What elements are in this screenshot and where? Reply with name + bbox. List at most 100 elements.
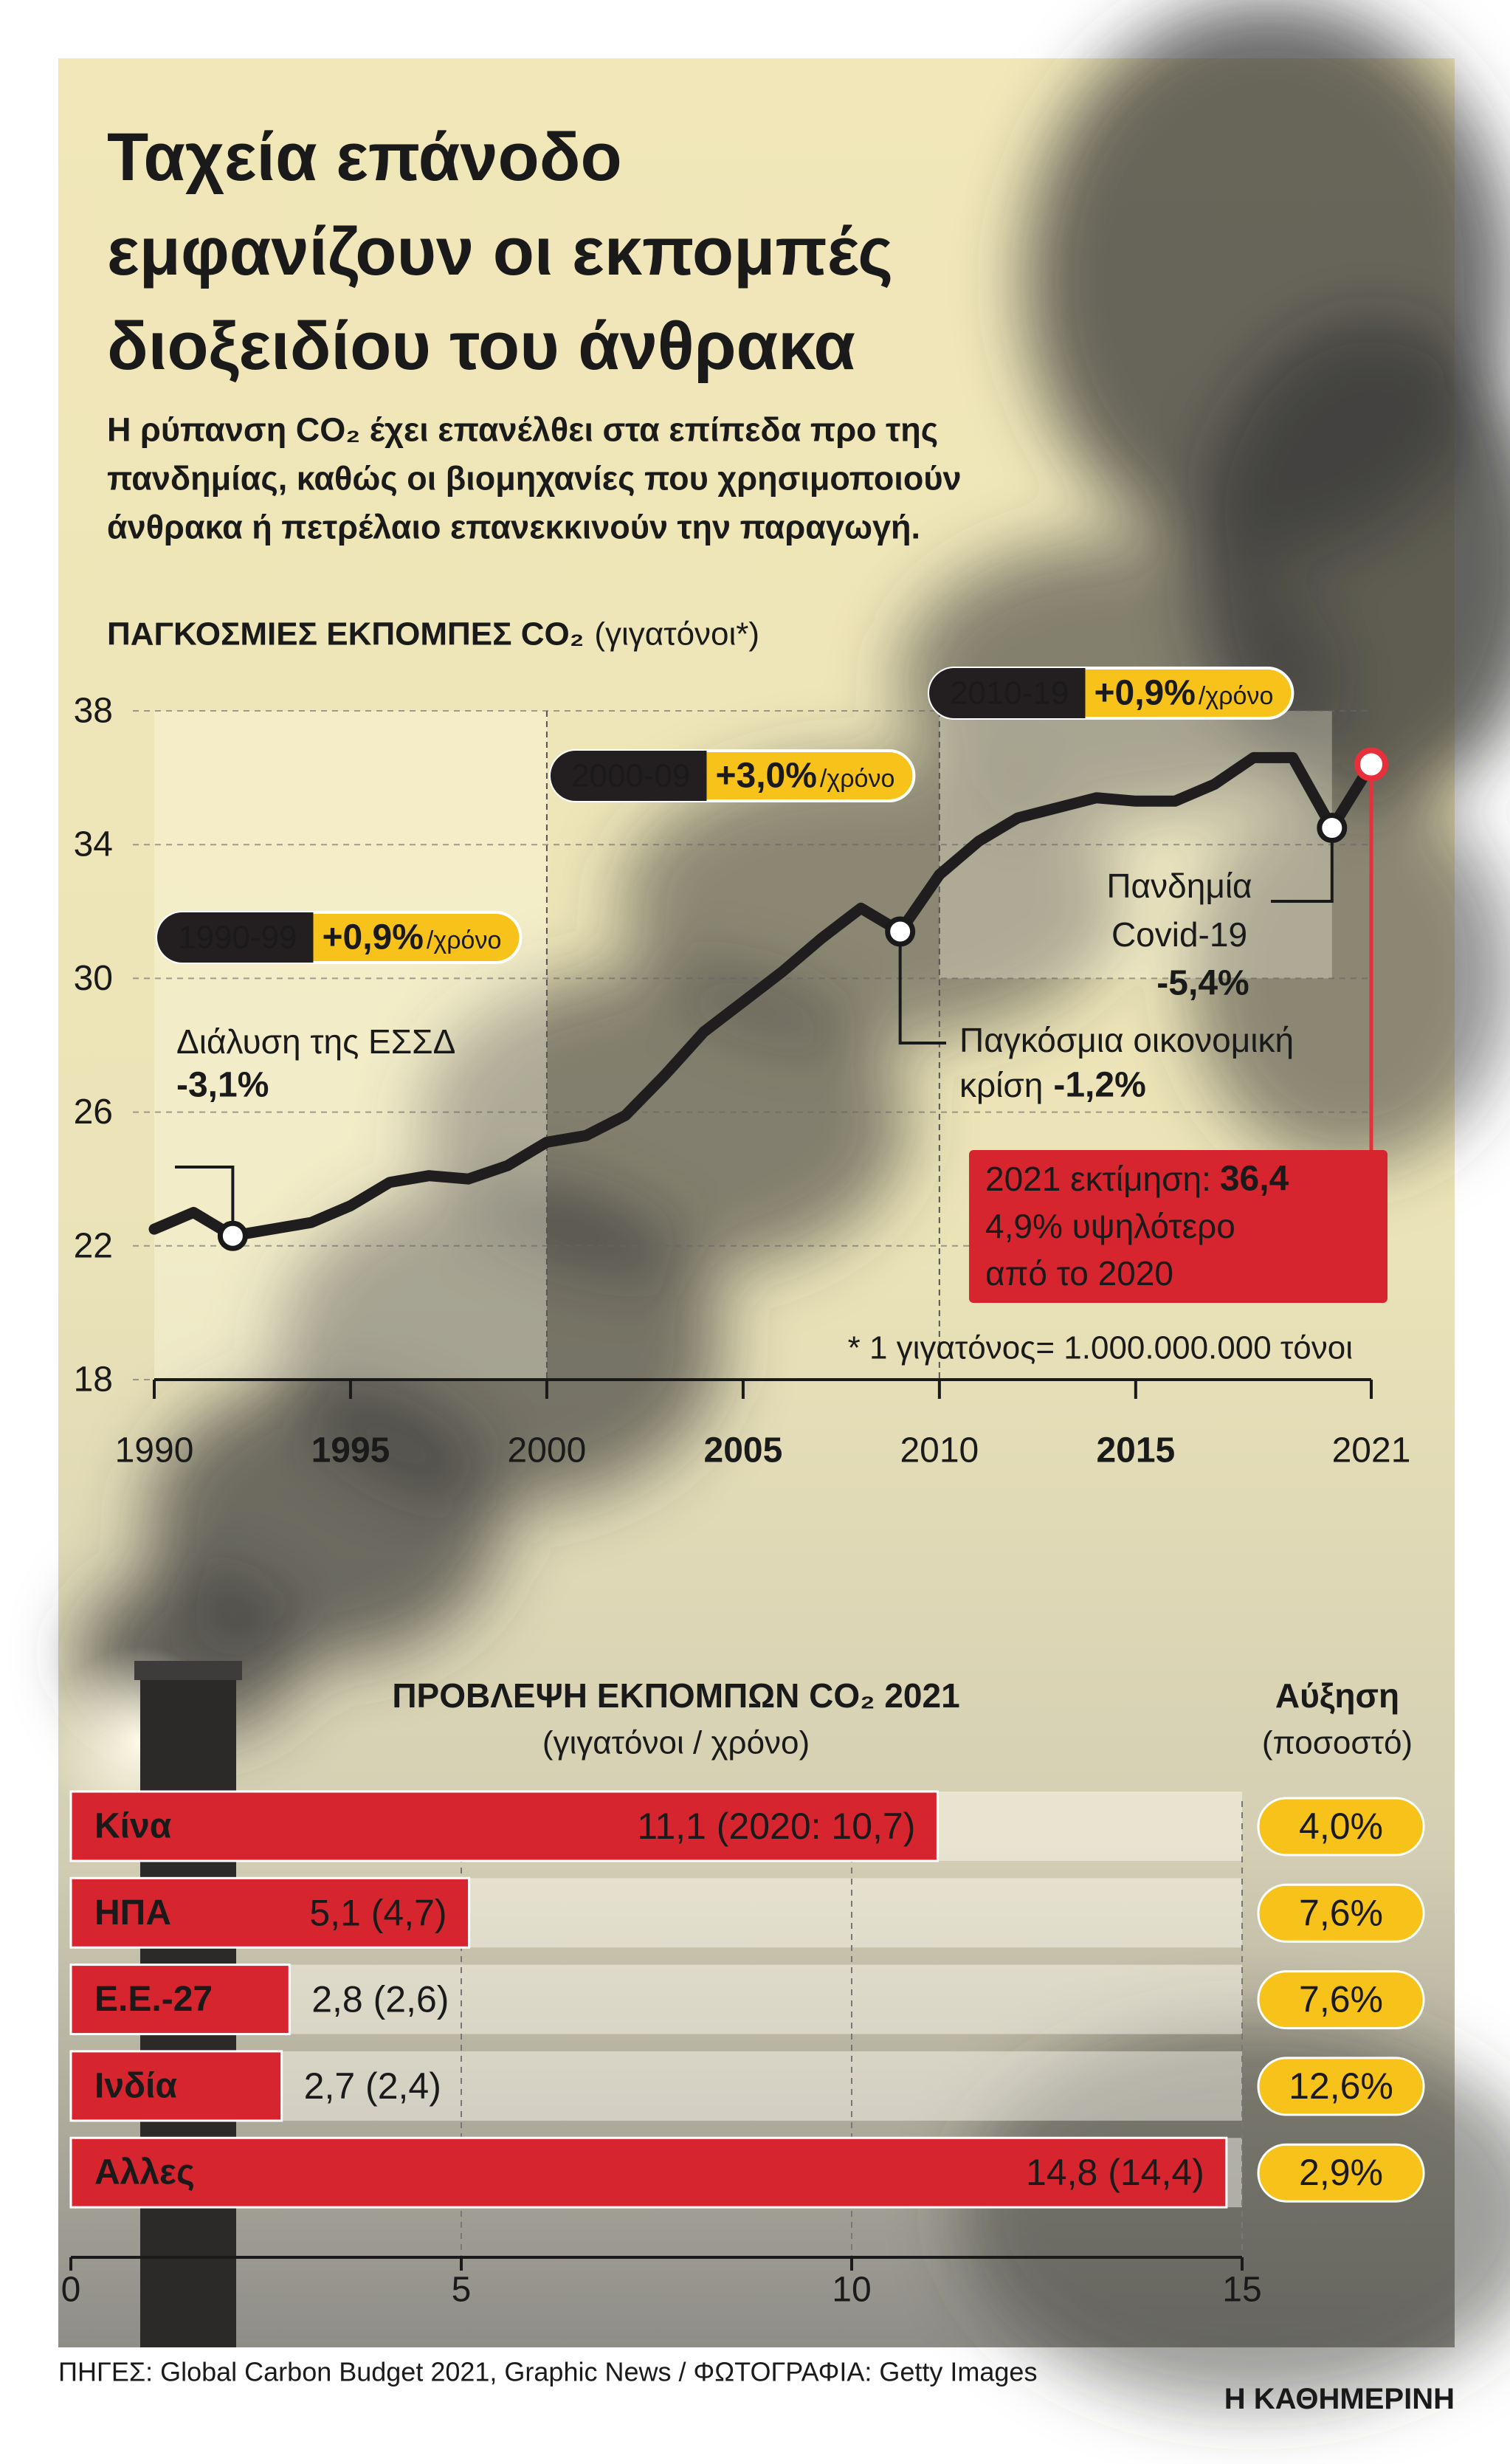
estimate-text: 2021 εκτίμηση:	[985, 1160, 1211, 1198]
growth-pill	[1257, 2143, 1425, 2203]
growth-pill	[1257, 1883, 1425, 1943]
decade-shade	[154, 711, 547, 1380]
value-label: 5,1 (4,7)	[309, 1892, 447, 1933]
title: εμφανίζουν οι εκπομπές	[107, 214, 893, 289]
period-rate: +0,9%	[1094, 674, 1195, 713]
period-rate: +3,0%	[715, 757, 816, 796]
annotation-change: -1,2%	[1053, 1066, 1145, 1105]
smoke-cloud	[1188, 782, 1510, 1166]
chimney-rim	[134, 1661, 242, 1680]
y-tick-label: 18	[74, 1360, 113, 1400]
connector	[1271, 839, 1334, 903]
x-tick-label: 2021	[1332, 1431, 1411, 1470]
connector	[175, 1166, 235, 1225]
x-tick-label: 2015	[1096, 1431, 1175, 1470]
annotation-change: -3,1%	[176, 1066, 269, 1105]
event-marker	[1317, 813, 1348, 844]
bar	[69, 1790, 939, 1862]
y-tick-label: 22	[74, 1226, 113, 1265]
x-tick-label: 15	[1222, 2271, 1261, 2310]
growth-label: 7,6%	[1299, 1892, 1383, 1933]
content: Ταχεία επάνοδο εμφανίζουν οι εκπομπές διοξ…	[58, 120, 1455, 2415]
growth-label: 12,6%	[1289, 2065, 1393, 2107]
chart-title: ΠΡΟΒΛΕΨΗ ΕΚΠΟΜΠΩΝ CO₂ 2021	[392, 1676, 959, 1715]
subtitle: Η ρύπανση CO₂ έχει επανέλθει στα επίπεδα…	[107, 411, 938, 449]
event-marker	[885, 916, 916, 947]
category-label: Ινδία	[94, 2066, 177, 2105]
x-tick-label: 1990	[115, 1431, 194, 1470]
x-tick-label: 2000	[508, 1431, 587, 1470]
growth-pill	[1257, 2057, 1425, 2116]
title: διοξειδίου του άνθρακα	[107, 309, 855, 384]
smoke-cloud	[959, 2023, 1510, 2406]
y-tick-label: 26	[74, 1092, 113, 1132]
growth-label: 7,6%	[1299, 1979, 1383, 2020]
growth-subtitle: (ποσοστό)	[1262, 1725, 1413, 1761]
x-tick-label: 0	[61, 2271, 81, 2310]
y-tick-label: 34	[74, 825, 113, 864]
period-label: 1990-99	[178, 920, 297, 956]
bar	[69, 2136, 1228, 2209]
x-tick-label: 10	[832, 2271, 871, 2310]
growth-label: 2,9%	[1299, 2152, 1383, 2193]
period-label-bg	[681, 751, 707, 801]
period-label: 2010-19	[950, 675, 1069, 712]
subtitle: πανδημίας, καθώς οι βιομηχανίες που χρησ…	[107, 460, 962, 498]
chart-title: ΠΑΓΚΟΣΜΙΕΣ ΕΚΠΟΜΠΕΣ CO₂	[107, 616, 584, 653]
event-marker	[217, 1220, 248, 1251]
estimate-marker	[1354, 747, 1388, 782]
annotation: Διάλυση της ΕΣΣΔ	[176, 1022, 455, 1061]
value-label: 14,8 (14,4)	[1026, 2152, 1204, 2193]
period-label-bg	[1060, 668, 1086, 718]
growth-label: 4,0%	[1299, 1806, 1383, 1847]
estimate-value: 36,4	[1220, 1160, 1289, 1199]
period-unit: /χρόνο	[1199, 682, 1273, 710]
category-label: ΗΠΑ	[94, 1893, 171, 1933]
annotation: Παγκόσμια οικονομική	[959, 1021, 1294, 1059]
period-rate: +0,9%	[322, 918, 423, 957]
value-label: 11,1 (2020: 10,7)	[637, 1806, 915, 1847]
period-label-bg	[929, 668, 1086, 718]
period-unit: /χρόνο	[820, 765, 894, 793]
estimate-box	[969, 1150, 1387, 1303]
growth-title: Αύξηση	[1275, 1676, 1399, 1715]
bar	[69, 1964, 291, 2036]
title: Ταχεία επάνοδο	[107, 120, 622, 195]
x-tick-label: 2005	[704, 1431, 783, 1470]
y-tick-label: 38	[74, 692, 113, 731]
value-label: 2,8 (2,6)	[311, 1979, 449, 2020]
period-label: 2000-09	[571, 758, 690, 794]
annotation-change: -5,4%	[1156, 964, 1249, 1003]
period-label-bg	[288, 912, 314, 963]
x-tick-label: 5	[452, 2271, 472, 2310]
y-tick-label: 30	[74, 959, 113, 998]
connector	[898, 943, 946, 1045]
annotation: Πανδημία	[1106, 867, 1252, 905]
x-tick-label: 2010	[900, 1431, 979, 1470]
subtitle: άνθρακα ή πετρέλαιο επανεκκινούν την παρ…	[107, 509, 920, 546]
emissions-line	[148, 751, 1377, 1242]
estimate-text: 4,9% υψηλότερο	[985, 1207, 1235, 1245]
estimate-text: από το 2020	[985, 1254, 1173, 1293]
bar	[69, 1876, 471, 1949]
annotation: Covid-19	[1111, 915, 1247, 954]
category-label: Ε.Ε.-27	[94, 1980, 213, 2019]
period-label-bg	[157, 912, 314, 963]
x-tick-label: 1995	[311, 1431, 390, 1470]
bar	[69, 2050, 283, 2122]
footnote: * 1 γιγατόνος= 1.000.000.000 τόνοι	[848, 1330, 1353, 1366]
period-unit: /χρόνο	[427, 926, 501, 954]
value-label: 2,7 (2,4)	[304, 2065, 441, 2107]
smoke	[81, 0, 1510, 2406]
chart-title-note: (γιγατόνοι*)	[594, 616, 759, 653]
category-label: Αλλες	[94, 2153, 195, 2192]
chart-subtitle: (γιγατόνοι / χρόνο)	[542, 1725, 810, 1761]
source: ΠΗΓΕΣ: Global Carbon Budget 2021, Graphi…	[58, 2357, 1037, 2387]
brand: Η ΚΑΘΗΜΕΡΙΝΗ	[1224, 2383, 1455, 2415]
annotation: κρίση	[959, 1066, 1043, 1104]
growth-pill	[1257, 1970, 1425, 2030]
period-label-bg	[551, 751, 707, 801]
growth-pill	[1257, 1797, 1425, 1856]
